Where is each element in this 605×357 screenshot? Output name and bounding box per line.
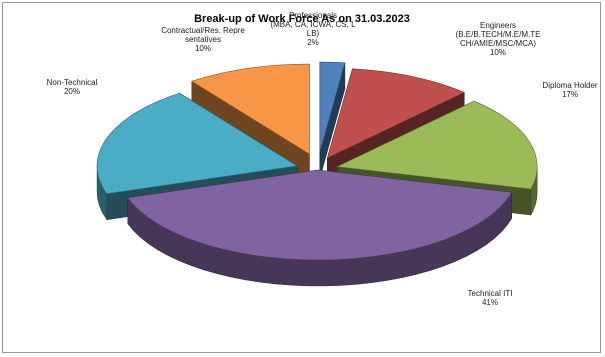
slice-label-contract: Contractual/Res. Repre sentatives 10% <box>161 26 245 53</box>
slice-label-tech: Technical ITI 41% <box>468 289 513 307</box>
pie-slice-prof <box>319 61 346 179</box>
slice-label-eng: Engineers (B.E/B.TECH/M.E/M.TE CH/AMIE/MSC… <box>456 21 541 57</box>
pie-slices <box>96 61 538 287</box>
pie-labels: Professionals (MBA, CA, ICWA, CS, L LB) 2% E… <box>47 11 598 307</box>
pie-slice-tech <box>127 169 513 287</box>
slice-label-nontech: Non-Technical 20% <box>47 78 98 96</box>
chart-title: Break-up of Work Force As on 31.03.2023 <box>194 13 410 25</box>
slice-label-prof: Professionals (MBA, CA, ICWA, CS, L LB) 2% <box>270 11 356 47</box>
slice-label-dip: Diploma Holder 17% <box>542 81 597 99</box>
